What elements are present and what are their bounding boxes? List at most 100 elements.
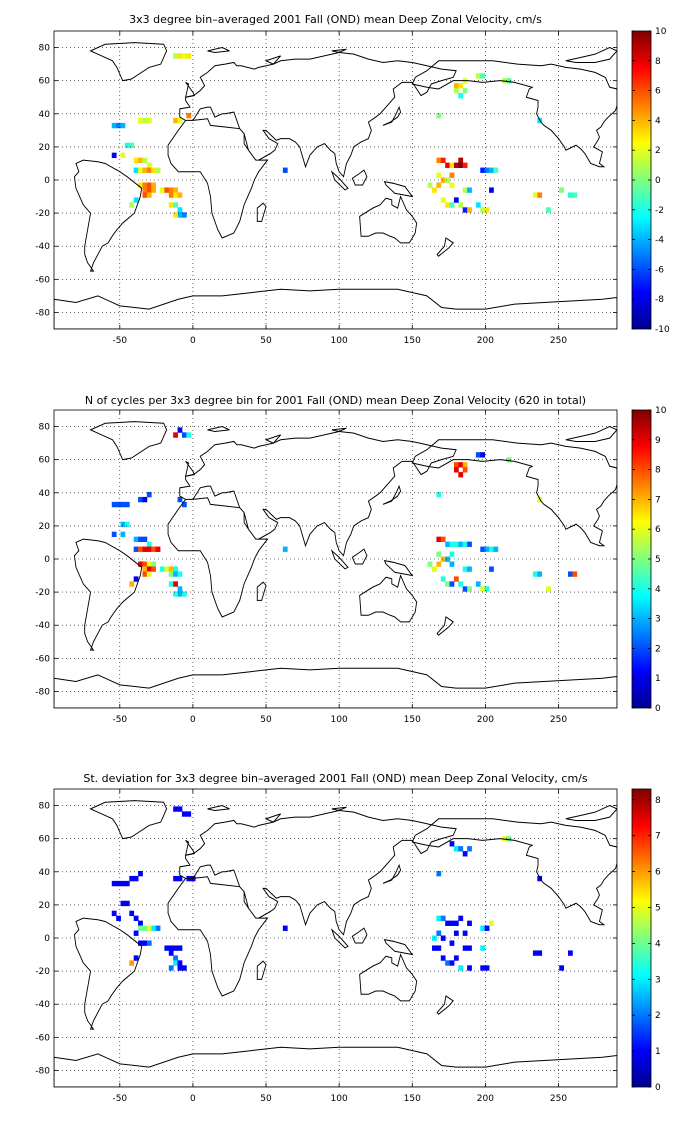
bin-cell (475, 202, 481, 208)
bin-cell (453, 467, 459, 473)
y-tick-label: -60 (35, 654, 50, 664)
bin-cell (480, 586, 486, 592)
bin-cell (160, 187, 165, 193)
bin-cell (138, 117, 143, 124)
bin-cell (453, 462, 459, 468)
bin-cell (458, 846, 464, 852)
bin-cell (532, 571, 538, 577)
bin-cell (173, 571, 178, 577)
bin-cell (449, 162, 455, 168)
bin-cell (489, 566, 494, 572)
bin-cell (186, 811, 192, 817)
bin-cell (506, 78, 512, 84)
colorbar-tick-label: 10 (655, 27, 667, 37)
bin-cell (568, 571, 573, 577)
bin-cell (480, 73, 486, 79)
colorbar-tick-label: 5 (655, 555, 661, 565)
bin-cell (142, 157, 148, 164)
bin-cell (177, 53, 183, 59)
x-tick-label: 250 (550, 1094, 567, 1104)
bin-cell (142, 182, 148, 188)
bin-cell (462, 207, 468, 213)
bin-cell (151, 925, 157, 931)
bin-cell (537, 950, 543, 956)
bin-cell (168, 950, 174, 956)
bin-cell (445, 162, 450, 168)
bin-cell (111, 501, 117, 508)
bin-cell (462, 541, 468, 547)
bin-cell (173, 53, 178, 59)
bin-cell (181, 212, 187, 218)
bin-cell (181, 591, 187, 597)
bin-cell (133, 915, 139, 922)
bin-cell (120, 152, 126, 159)
bin-cell (449, 920, 455, 926)
bin-cell (168, 581, 174, 587)
bin-cell (116, 915, 121, 922)
bin-cell (151, 561, 157, 567)
bin-cell (445, 581, 450, 587)
bin-cell (146, 925, 152, 931)
bin-cell (146, 182, 152, 188)
bin-cell (181, 965, 187, 971)
map-panel-1: 3x3 degree bin–averaged 2001 Fall (OND) … (35, 13, 670, 346)
bin-cell (427, 182, 433, 188)
bin-cell (462, 930, 468, 936)
y-tick-label: -20 (35, 209, 50, 219)
y-tick-label: 80 (39, 802, 51, 812)
bin-cell (453, 197, 459, 203)
bin-cell (427, 561, 433, 567)
bin-cell (129, 875, 135, 882)
bin-cell (453, 83, 459, 89)
bin-cell (168, 566, 174, 572)
bin-cell (173, 192, 178, 198)
bin-cell (173, 806, 178, 812)
panel-title: St. deviation for 3x3 degree bin–average… (83, 772, 588, 785)
bin-cell (142, 187, 148, 193)
bin-cell (572, 192, 578, 198)
bin-cell (480, 546, 486, 552)
bin-cell (186, 432, 192, 438)
bin-cell (559, 965, 565, 971)
bin-cell (173, 591, 178, 597)
x-tick-label: -50 (112, 715, 127, 725)
bin-cell (177, 207, 183, 213)
bin-cell (142, 940, 148, 946)
bin-cell (111, 122, 117, 129)
bin-cell (440, 197, 446, 203)
bin-cell (173, 566, 178, 572)
bin-cell (146, 162, 152, 168)
bin-cell (142, 925, 148, 931)
x-tick-label: 0 (190, 1094, 196, 1104)
x-tick-label: 150 (404, 336, 421, 346)
map-panel-3: St. deviation for 3x3 degree bin–average… (35, 772, 661, 1104)
bin-cell (173, 202, 178, 208)
y-tick-label: 40 (39, 110, 51, 120)
x-tick-label: 0 (190, 715, 196, 725)
bin-cell (449, 541, 455, 547)
bin-cell (177, 875, 183, 882)
bin-cell (177, 806, 183, 812)
bin-cell (467, 945, 472, 951)
x-tick-label: 50 (260, 1094, 272, 1104)
bin-cell (489, 187, 494, 193)
bin-cell (489, 546, 494, 552)
bin-cell (462, 187, 468, 193)
colorbar-tick-label: 7 (655, 832, 661, 842)
y-tick-label: -40 (35, 242, 50, 252)
bin-cell (146, 491, 152, 498)
bin-cell (177, 117, 183, 124)
bin-cell (146, 192, 152, 198)
x-tick-label: 200 (477, 715, 494, 725)
bin-cell (168, 192, 174, 198)
bin-cell (462, 467, 468, 473)
colorbar-tick-label: 5 (655, 903, 661, 913)
bin-cell (484, 965, 490, 971)
bin-cell (129, 202, 135, 208)
bin-cell (177, 496, 183, 503)
bin-cell (445, 202, 450, 208)
bin-cell (458, 472, 464, 478)
bin-cell (449, 561, 455, 567)
bin-cell (142, 546, 148, 552)
